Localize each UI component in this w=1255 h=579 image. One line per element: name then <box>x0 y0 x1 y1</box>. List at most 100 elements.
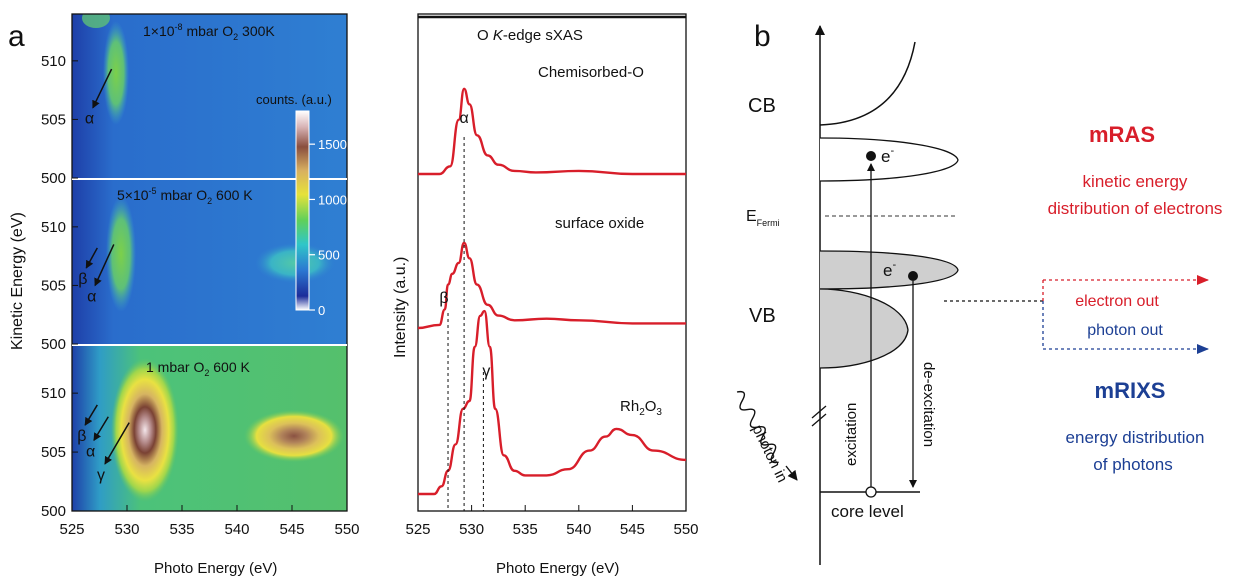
photon-in-label: photon in <box>748 422 790 485</box>
mrixs-desc-2: of photons <box>1093 455 1172 474</box>
series-label-rh2o3: Rh2O3 <box>620 398 662 418</box>
left-ytick-label: 510 <box>41 53 66 70</box>
xas-xtick-label: 545 <box>620 521 645 538</box>
vb-label: VB <box>749 305 776 327</box>
xas-annotations: α β γ <box>439 110 490 511</box>
subplot-title-3: 1 mbar O2 600 K <box>146 359 251 378</box>
feature-arrow <box>104 422 130 465</box>
mras-title: mRAS <box>1089 122 1155 147</box>
left-ylabel: Kinetic Energy (eV) <box>9 212 26 350</box>
feature-arrow-label: β <box>77 428 86 445</box>
left-ytick-label: 505 <box>41 277 66 294</box>
cb-label: CB <box>748 95 776 117</box>
xas-ylabel: Intensity (a.u.) <box>392 257 409 358</box>
xas-xtick-label: 540 <box>566 521 591 538</box>
electron-out-label: electron out <box>1075 293 1159 310</box>
feature-arrow <box>92 68 113 109</box>
heatmap-top <box>72 14 347 178</box>
fermi-label: EFermi <box>746 208 780 228</box>
left-ytick-label: 500 <box>41 170 66 187</box>
feature-arrow <box>84 404 98 426</box>
xas-frame <box>417 13 687 512</box>
heatmap-frame <box>71 13 348 512</box>
photon-out-label: photon out <box>1087 322 1163 339</box>
xas-lines <box>417 87 687 496</box>
deexcitation-label: de-excitation <box>920 362 937 447</box>
electron-label-2: e- <box>883 259 896 280</box>
cb-curve <box>819 41 916 126</box>
colorbar-tick-label: 1500 <box>318 137 347 152</box>
left-xtick-label: 525 <box>59 521 84 538</box>
excitation-label: excitation <box>843 403 860 466</box>
mras-desc-1: kinetic energy <box>1083 172 1188 191</box>
heatmap-feature <box>111 358 179 502</box>
heatmap-feature <box>106 196 136 312</box>
xas-axis: 525 530 535 540 545 550 <box>405 505 699 538</box>
left-xtick-label: 550 <box>334 521 359 538</box>
axis-break <box>811 405 827 419</box>
mrixs-desc-1: energy distribution <box>1066 428 1205 447</box>
heatmap-bottom <box>72 346 347 511</box>
xas-series-line <box>418 87 686 176</box>
left-ytick-label: 510 <box>41 385 66 402</box>
photon-wave <box>736 390 779 464</box>
feature-arrow <box>85 247 98 269</box>
subplot-title-2: 5×10-5 mbar O2 600 K <box>117 186 253 206</box>
colorbar: counts. (a.u.) 0 500 1000 1500 <box>256 92 347 318</box>
series-label-chemisorbed: Chemisorbed-O <box>538 64 644 81</box>
xas-xlabel: Photo Energy (eV) <box>496 560 619 577</box>
xas-title: O K-edge sXAS <box>477 27 583 44</box>
feature-arrow-label: α <box>86 443 95 460</box>
left-xtick-label: 530 <box>114 521 139 538</box>
colorbar-label: counts. (a.u.) <box>256 92 332 107</box>
core-level-label: core level <box>831 502 904 521</box>
panel-label-b: b <box>754 20 771 53</box>
left-xtick-label: 545 <box>279 521 304 538</box>
left-axes: 525 530 535 540 545 550 500 505 510 500 505 510 500 5… <box>41 53 360 538</box>
colorbar-ticks: 0 500 1000 1500 <box>309 137 347 318</box>
feature-arrow-label: β <box>78 271 87 288</box>
mras-desc-2: distribution of electrons <box>1048 199 1223 218</box>
heatmap-feature <box>244 410 344 462</box>
occupied-band <box>819 250 959 290</box>
electron-label-1: e- <box>881 145 894 166</box>
left-ytick-label: 500 <box>41 503 66 520</box>
colorbar-bar <box>295 110 310 311</box>
colorbar-tick-label: 500 <box>318 248 340 263</box>
excited-electron <box>866 151 876 161</box>
heatmap-feature <box>103 21 129 125</box>
annotation-label: γ <box>482 363 490 380</box>
valence-band <box>819 288 909 369</box>
left-xlabel: Photo Energy (eV) <box>154 560 277 577</box>
annotation-label: β <box>439 290 448 307</box>
feature-arrow-label: γ <box>97 467 105 484</box>
unoccupied-band <box>819 137 959 182</box>
xas-series-line <box>417 241 686 330</box>
feature-arrow <box>94 244 115 287</box>
subplot-title-1: 1×10-8 mbar O2 300K <box>143 22 275 42</box>
axis-break <box>811 413 827 427</box>
left-ytick-label: 505 <box>41 444 66 461</box>
energy-diagram: b CB e- EFermi VB e- core level excitati… <box>736 20 1223 565</box>
panel-label-a: a <box>8 20 25 53</box>
feature-arrow-label: α <box>85 111 94 128</box>
left-ytick-label: 500 <box>41 336 66 353</box>
xas-xtick-label: 530 <box>459 521 484 538</box>
xas-xtick-label: 535 <box>513 521 538 538</box>
left-xtick-label: 540 <box>224 521 249 538</box>
core-hole <box>865 486 877 498</box>
left-ytick-label: 510 <box>41 219 66 236</box>
left-ytick-label: 505 <box>41 111 66 128</box>
left-xtick-label: 535 <box>169 521 194 538</box>
valence-electron <box>908 271 918 281</box>
xas-xtick-label: 525 <box>405 521 430 538</box>
colorbar-tick-label: 1000 <box>318 192 347 207</box>
annotation-label: α <box>459 110 468 127</box>
xas-plot: O K-edge sXAS Chemisorbed-O surface oxid… <box>392 13 699 577</box>
mrixs-title: mRIXS <box>1095 378 1166 403</box>
colorbar-tick-label: 0 <box>318 303 325 318</box>
feature-arrow <box>93 416 109 442</box>
xas-series-line <box>418 309 687 496</box>
